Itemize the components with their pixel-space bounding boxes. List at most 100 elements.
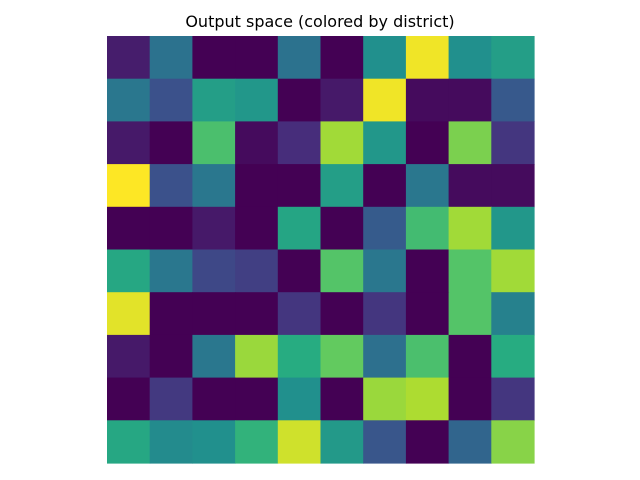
heatmap-cell <box>448 292 492 336</box>
heatmap-cell <box>448 36 492 80</box>
heatmap-cell <box>149 121 193 165</box>
heatmap-cell <box>320 164 364 208</box>
heatmap-cell <box>491 292 535 336</box>
heatmap-cell <box>149 78 193 122</box>
heatmap-cell <box>107 334 151 379</box>
heatmap-cell <box>277 249 322 293</box>
heatmap-cell <box>448 206 492 251</box>
heatmap-cell <box>320 420 364 464</box>
heatmap-cell <box>192 121 236 165</box>
heatmap-cell <box>235 206 279 251</box>
heatmap-cell <box>320 292 364 336</box>
heatmap-cell <box>277 420 322 464</box>
heatmap-cell <box>149 420 193 464</box>
heatmap-cell <box>405 249 450 293</box>
heatmap-cell <box>491 334 535 379</box>
heatmap-cell <box>405 420 450 464</box>
heatmap-cell <box>491 78 535 122</box>
heatmap-cell <box>149 292 193 336</box>
heatmap-cell <box>235 78 279 122</box>
heatmap-cell <box>320 377 364 421</box>
heatmap-cell <box>363 334 407 379</box>
heatmap-cell <box>192 292 236 336</box>
heatmap-cell <box>235 249 279 293</box>
heatmap-cell <box>107 206 151 251</box>
heatmap-cell <box>277 377 322 421</box>
heatmap-cell <box>235 121 279 165</box>
heatmap-cell <box>235 334 279 379</box>
heatmap-cell <box>235 420 279 464</box>
heatmap-cell <box>149 249 193 293</box>
heatmap-cell <box>448 377 492 421</box>
heatmap-cell <box>363 420 407 464</box>
chart-title: Output space (colored by district) <box>185 12 455 31</box>
heatmap-cell <box>448 121 492 165</box>
heatmap-cell <box>448 164 492 208</box>
heatmap-cell <box>363 249 407 293</box>
heatmap-cell <box>107 36 151 80</box>
heatmap-cell <box>235 292 279 336</box>
heatmap-cell <box>149 334 193 379</box>
heatmap-cell <box>107 420 151 464</box>
heatmap-cell <box>405 334 450 379</box>
heatmap-cell <box>405 121 450 165</box>
heatmap-cell <box>277 78 322 122</box>
heatmap-cell <box>107 121 151 165</box>
heatmap-cell <box>363 164 407 208</box>
heatmap-cell <box>107 249 151 293</box>
heatmap-cell <box>405 164 450 208</box>
heatmap-cell <box>277 164 322 208</box>
heatmap-cell <box>405 206 450 251</box>
heatmap-cell <box>363 377 407 421</box>
heatmap-cell <box>192 206 236 251</box>
heatmap-cell <box>448 420 492 464</box>
heatmap-cell <box>277 334 322 379</box>
heatmap-cell <box>405 78 450 122</box>
heatmap-cell <box>277 292 322 336</box>
heatmap-cell <box>405 292 450 336</box>
heatmap-cell <box>448 78 492 122</box>
heatmap-cell <box>491 121 535 165</box>
heatmap-cell <box>277 206 322 251</box>
heatmap-cell <box>491 249 535 293</box>
heatmap-cell <box>491 36 535 80</box>
heatmap-cell <box>149 164 193 208</box>
heatmap-cell <box>320 334 364 379</box>
heatmap-cell <box>235 164 279 208</box>
heatmap-cell <box>192 36 236 80</box>
heatmap-cell <box>320 121 364 165</box>
heatmap-cell <box>363 121 407 165</box>
heatmap-cell <box>107 377 151 421</box>
heatmap-cell <box>107 78 151 122</box>
heatmap-cell <box>491 206 535 251</box>
heatmap-cell <box>192 420 236 464</box>
heatmap-cell <box>235 36 279 80</box>
heatmap-cell <box>149 206 193 251</box>
heatmap-cell <box>363 78 407 122</box>
heatmap-cell <box>192 164 236 208</box>
heatmap-cell <box>277 121 322 165</box>
heatmap-cell <box>107 292 151 336</box>
heatmap-cell <box>192 334 236 379</box>
heatmap-cell <box>277 36 322 80</box>
heatmap-cell <box>491 420 535 464</box>
heatmap-cell <box>107 164 151 208</box>
heatmap-cell <box>363 292 407 336</box>
heatmap-cell <box>448 249 492 293</box>
heatmap-cell <box>320 36 364 80</box>
heatmap-cell <box>320 78 364 122</box>
heatmap-cell <box>192 249 236 293</box>
heatmap-cell <box>405 377 450 421</box>
heatmap-cell <box>320 206 364 251</box>
heatmap-cell <box>192 78 236 122</box>
heatmap-cell <box>363 36 407 80</box>
heatmap-cell <box>448 334 492 379</box>
heatmap-cell <box>320 249 364 293</box>
heatmap-cell <box>149 377 193 421</box>
heatmap-cell <box>363 206 407 251</box>
heatmap-cell <box>491 377 535 421</box>
heatmap-cell <box>405 36 450 80</box>
heatmap-cell <box>235 377 279 421</box>
